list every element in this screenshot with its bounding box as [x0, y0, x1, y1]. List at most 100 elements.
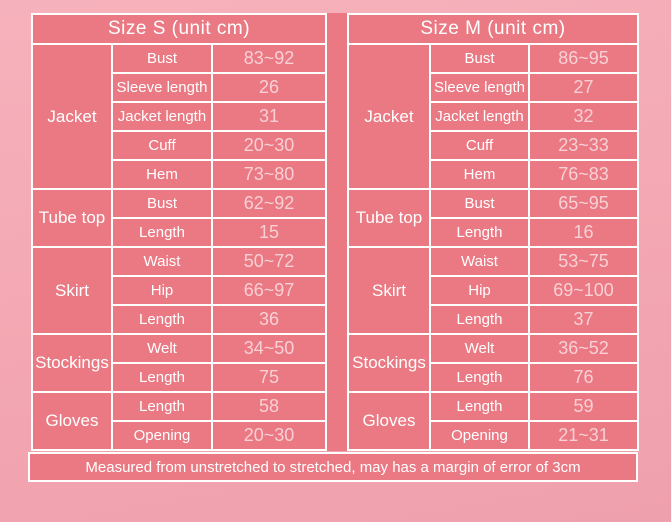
measure-label: Length [429, 391, 530, 422]
measure-label: Length [111, 362, 213, 393]
measure-value: 36~52 [527, 333, 640, 364]
table-row: Sleeve length 26 [32, 72, 327, 103]
measure-label: Waist [429, 246, 530, 277]
table-row: Stockings Welt 34~50 [31, 333, 327, 393]
measure-label: Bust [111, 43, 213, 74]
table-row: Jacket length 32 [348, 101, 640, 132]
table-row: Sleeve length 27 [348, 72, 640, 103]
category-cell-skirt: Skirt [31, 246, 113, 335]
table-row: Length 37 [348, 304, 640, 335]
measure-label: Waist [111, 246, 213, 277]
measure-value: 73~80 [211, 159, 327, 190]
measure-value: 15 [211, 217, 327, 248]
measure-label: Cuff [111, 130, 213, 161]
measure-value: 21~31 [527, 420, 640, 451]
measure-label: Hip [429, 275, 530, 306]
category-cell-tube-top: Tube top [347, 188, 431, 248]
table-row: Gloves Length 58 [31, 391, 327, 451]
measure-value: 75 [211, 362, 327, 393]
measure-label: Sleeve length [429, 72, 530, 103]
measure-label: Length [111, 217, 213, 248]
measure-label: Length [111, 391, 213, 422]
measure-value: 20~30 [211, 130, 327, 161]
table-row: Hem 76~83 [348, 159, 640, 190]
measure-value: 86~95 [527, 43, 640, 74]
measure-value: 50~72 [211, 246, 327, 277]
category-cell-skirt: Skirt [347, 246, 431, 335]
table-row: Cuff 20~30 [32, 130, 327, 161]
measure-value: 69~100 [527, 275, 640, 306]
table-row: Cuff 23~33 [348, 130, 640, 161]
table-gap-strip [327, 13, 347, 451]
table-row: Length 75 [32, 362, 327, 393]
size-m-table-title: Size M (unit cm) [346, 13, 640, 45]
table-row: Gloves Length 59 [347, 391, 640, 451]
table-row: Jacket length 31 [32, 101, 327, 132]
size-m-table: Size M (unit cm) Jacket Bust 86~95 Sleev… [346, 13, 640, 451]
measure-label: Jacket length [429, 101, 530, 132]
table-row: Size S (unit cm) [31, 13, 327, 45]
table-row: Length 16 [348, 217, 640, 248]
measure-value: 26 [211, 72, 327, 103]
measure-value: 20~30 [211, 420, 327, 451]
size-charts-container: Size S (unit cm) Jacket Bust 83~92 Sleev… [31, 13, 640, 451]
category-cell-tube-top: Tube top [31, 188, 113, 248]
measure-value: 62~92 [211, 188, 327, 219]
measure-value: 76 [527, 362, 640, 393]
measure-value: 34~50 [211, 333, 327, 364]
measure-label: Hip [111, 275, 213, 306]
table-row: Length 76 [348, 362, 640, 393]
category-cell-gloves: Gloves [347, 391, 431, 451]
measure-label: Welt [429, 333, 530, 364]
category-cell-jacket: Jacket [31, 43, 113, 190]
measure-value: 53~75 [527, 246, 640, 277]
measure-label: Bust [111, 188, 213, 219]
measure-value: 76~83 [527, 159, 640, 190]
measure-label: Length [429, 304, 530, 335]
measure-label: Length [429, 217, 530, 248]
table-row: Length 36 [32, 304, 327, 335]
table-row: Length 15 [32, 217, 327, 248]
table-row: Hem 73~80 [32, 159, 327, 190]
table-row: Stockings Welt 36~52 [347, 333, 640, 393]
table-row: Skirt Waist 53~75 [347, 246, 640, 335]
size-s-table: Size S (unit cm) Jacket Bust 83~92 Sleev… [31, 13, 327, 451]
measure-value: 83~92 [211, 43, 327, 74]
measure-value: 36 [211, 304, 327, 335]
category-cell-stockings: Stockings [347, 333, 431, 393]
category-cell-gloves: Gloves [31, 391, 113, 451]
measure-value: 66~97 [211, 275, 327, 306]
measure-label: Welt [111, 333, 213, 364]
measure-label: Hem [111, 159, 213, 190]
measure-label: Opening [111, 420, 213, 451]
measure-label: Hem [429, 159, 530, 190]
measure-label: Length [111, 304, 213, 335]
measure-value: 58 [211, 391, 327, 422]
measure-label: Opening [429, 420, 530, 451]
measure-value: 37 [527, 304, 640, 335]
measure-value: 27 [527, 72, 640, 103]
table-row: Jacket Bust 86~95 [347, 43, 640, 190]
table-row: Skirt Waist 50~72 [31, 246, 327, 335]
measure-label: Bust [429, 43, 530, 74]
measure-label: Sleeve length [111, 72, 213, 103]
table-row: Jacket Bust 83~92 [31, 43, 327, 190]
measure-value: 32 [527, 101, 640, 132]
measure-label: Length [429, 362, 530, 393]
measure-label: Cuff [429, 130, 530, 161]
measure-value: 65~95 [527, 188, 640, 219]
measure-value: 59 [527, 391, 640, 422]
table-row: Tube top Bust 62~92 [31, 188, 327, 248]
table-row: Opening 20~30 [32, 420, 327, 451]
table-row: Size M (unit cm) [346, 13, 640, 45]
measurement-disclaimer: Measured from unstretched to stretched, … [28, 452, 638, 482]
measure-label: Bust [429, 188, 530, 219]
measure-value: 23~33 [527, 130, 640, 161]
table-row: Hip 66~97 [32, 275, 327, 306]
table-row: Hip 69~100 [348, 275, 640, 306]
category-cell-jacket: Jacket [347, 43, 431, 190]
size-s-table-title: Size S (unit cm) [31, 13, 327, 45]
measure-value: 31 [211, 101, 327, 132]
measure-label: Jacket length [111, 101, 213, 132]
table-row: Opening 21~31 [348, 420, 640, 451]
